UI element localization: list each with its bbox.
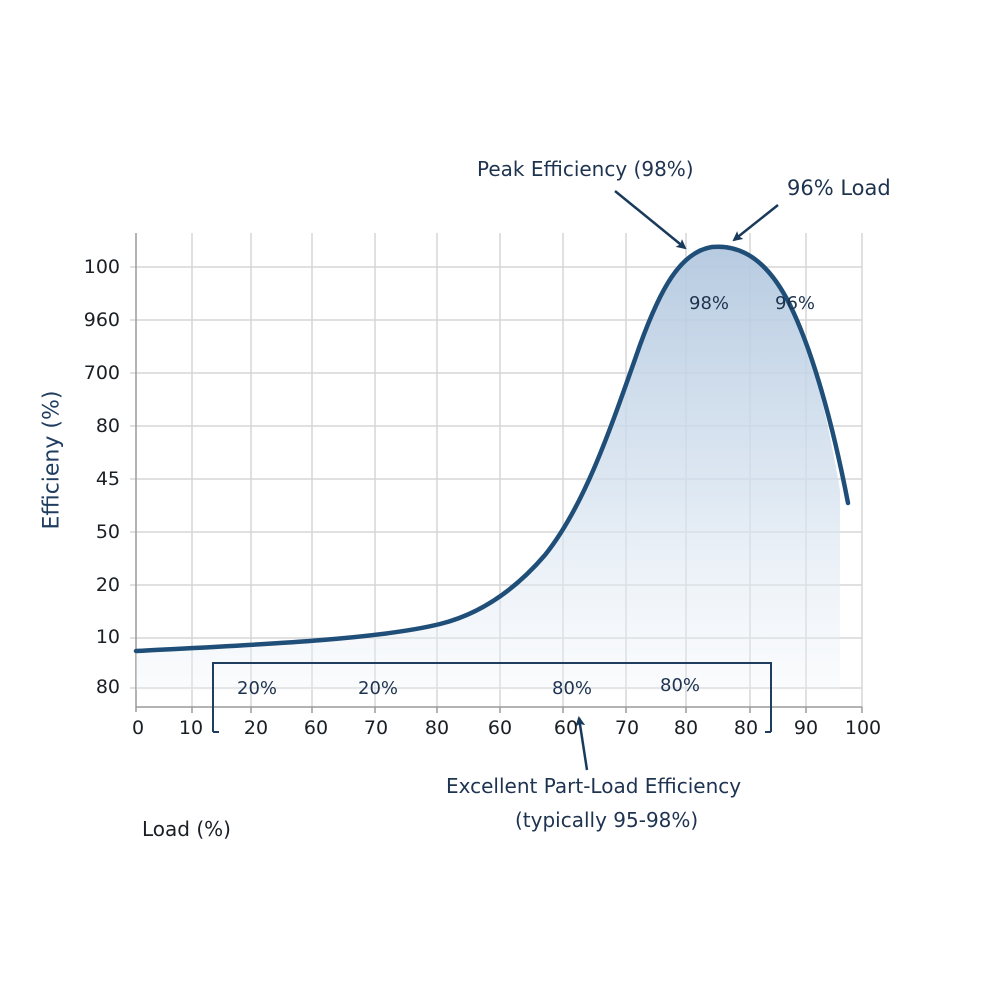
x-tick-label: 90 bbox=[793, 717, 819, 739]
x-tick-label: 0 bbox=[131, 717, 145, 739]
y-tick-label: 20 bbox=[95, 574, 120, 596]
y-tick-label: 45 bbox=[95, 468, 120, 490]
y-tick-label: 80 bbox=[95, 676, 120, 698]
bracket-label: 20% bbox=[237, 678, 278, 699]
part-load-bracket bbox=[212, 662, 772, 732]
load-96-annotation: 96% Load bbox=[787, 176, 891, 200]
x-tick-label: 60 bbox=[553, 717, 579, 739]
x-tick-label: 100 bbox=[844, 717, 882, 739]
efficiency-area-fill bbox=[136, 246, 840, 690]
x-tick-label: 80 bbox=[424, 717, 450, 739]
x-tick-label: 80 bbox=[673, 717, 699, 739]
x-tick-label: 10 bbox=[178, 717, 204, 739]
peak-efficiency-arrow bbox=[614, 190, 687, 250]
load-96-arrow bbox=[732, 204, 779, 242]
part-load-annotation-line1: Excellent Part-Load Efficiency bbox=[446, 774, 742, 798]
bracket-label: 80% bbox=[552, 678, 593, 699]
x-tick-label: 60 bbox=[303, 717, 329, 739]
x-axis-ticks bbox=[191, 707, 863, 713]
y-tick-label: 80 bbox=[95, 415, 120, 437]
y-axis-title: Efficieny (%) bbox=[39, 390, 65, 530]
right-value-label: 96% bbox=[775, 293, 816, 314]
part-load-arrow bbox=[575, 716, 589, 771]
x-tick-label: 20 bbox=[243, 717, 269, 739]
part-load-annotation-line2: (typically 95-98%) bbox=[515, 808, 699, 832]
peak-value-label: 98% bbox=[689, 293, 730, 314]
y-tick-label: 100 bbox=[83, 256, 120, 278]
y-tick-label: 700 bbox=[83, 362, 120, 384]
x-tick-label: 70 bbox=[614, 717, 640, 739]
efficiency-curve bbox=[133, 244, 851, 654]
y-tick-label: 50 bbox=[95, 521, 120, 543]
y-tick-label: 10 bbox=[95, 626, 120, 648]
x-axis-title: Load (%) bbox=[142, 817, 231, 841]
x-tick-label: 60 bbox=[487, 717, 513, 739]
bracket-label: 20% bbox=[358, 678, 399, 699]
y-tick-label: 960 bbox=[83, 309, 120, 331]
peak-efficiency-annotation: Peak Efficiency (98%) bbox=[477, 157, 694, 181]
x-tick-label: 70 bbox=[363, 717, 389, 739]
bracket-label: 80% bbox=[660, 675, 701, 696]
x-tick-label: 80 bbox=[733, 717, 759, 739]
